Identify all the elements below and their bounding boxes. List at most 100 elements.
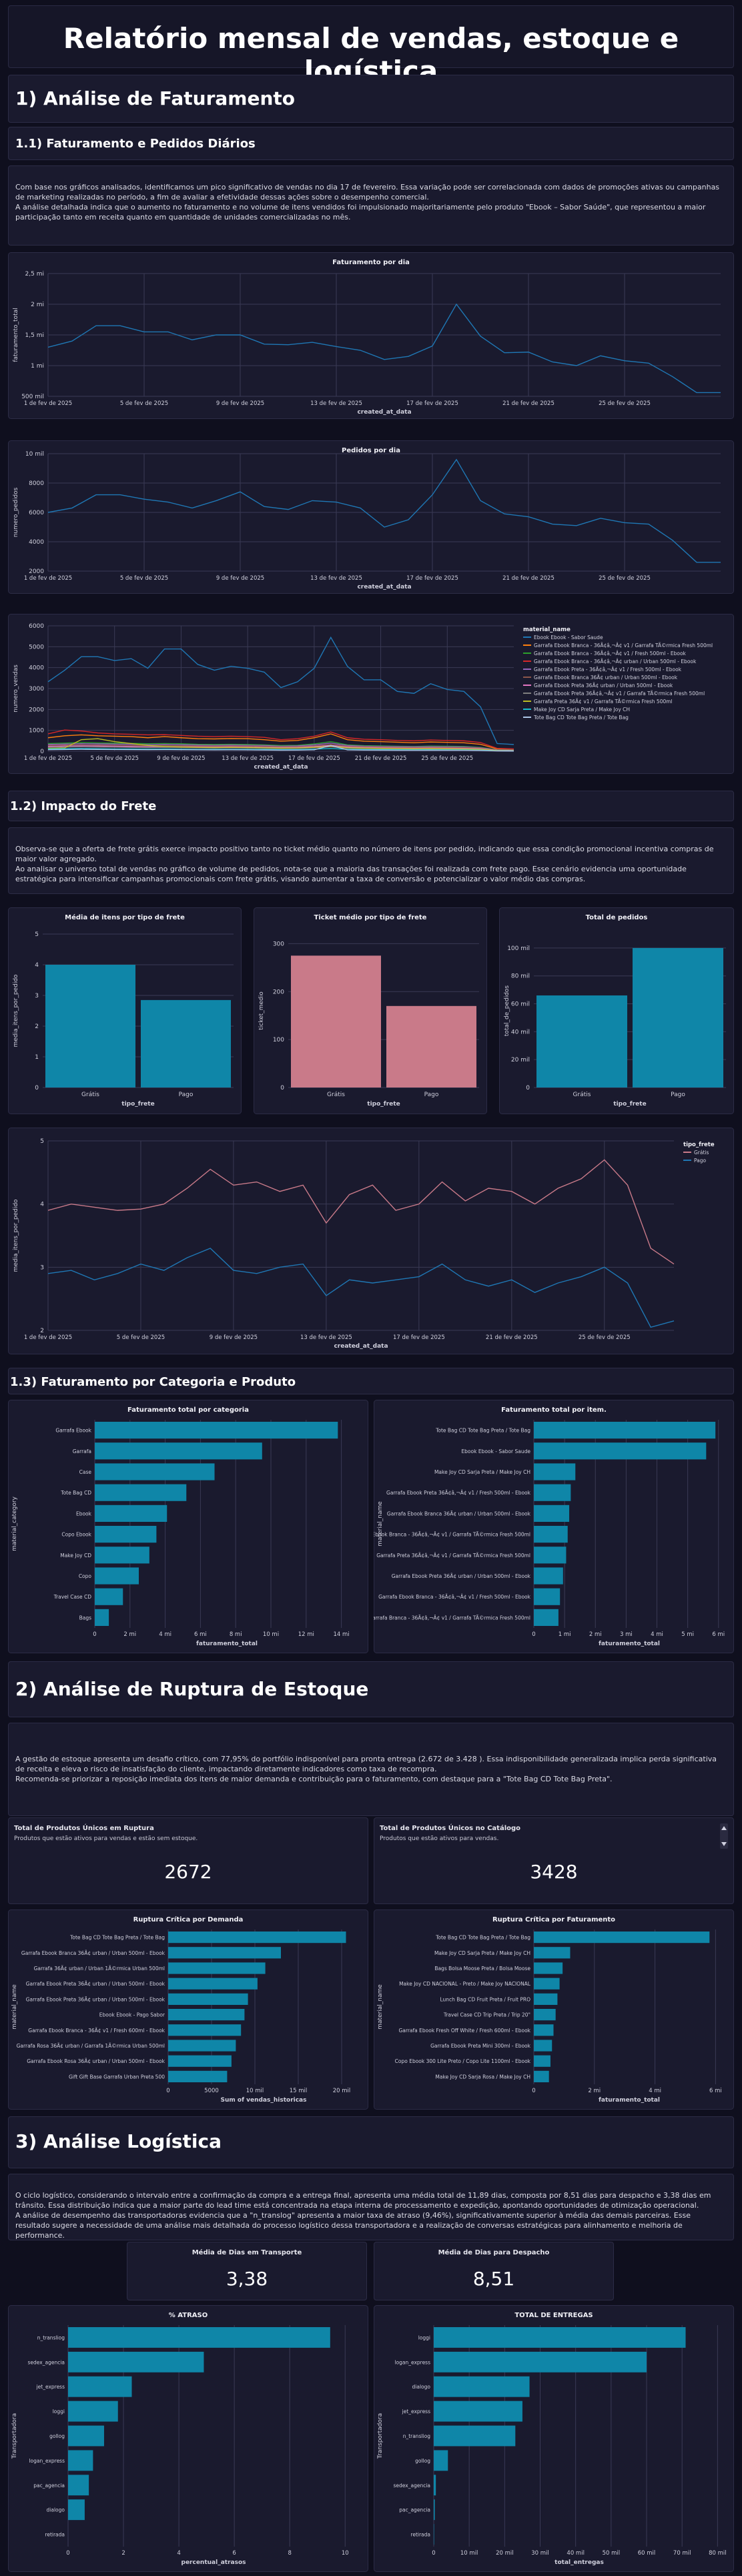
- bar: [168, 1931, 346, 1943]
- sub11-title: 1.1) Faturamento e Pedidos Diários: [15, 137, 256, 151]
- x-tick-label: 13 de fev de 2025: [300, 1334, 352, 1341]
- p11-text: Com base nos gráficos analisados, identi…: [15, 182, 727, 222]
- y-tick-label: Garrafa Ebook Preta 36Ã¢ urban / Urban 5…: [26, 1981, 165, 1987]
- bar: [68, 2475, 89, 2495]
- chart-title: Ruptura Crítica por Faturamento: [492, 1915, 615, 1923]
- p11-panel: Com base nos gráficos analisados, identi…: [8, 165, 734, 246]
- sub13-header: 1.3) Faturamento por Categoria e Produto: [8, 1368, 734, 1394]
- x-tick-label: 30 mil: [531, 2550, 549, 2557]
- bar: [95, 1547, 149, 1563]
- chart-pedidos-dia: Pedidos por dia 2000 4000 6000 8000 10 mil 1 d…: [8, 440, 734, 594]
- x-tick-label: 2 mi: [123, 1631, 136, 1638]
- x-tick-label: 70 mil: [673, 2550, 691, 2557]
- kpi-transporte-label: Média de Dias em Transporte: [127, 2249, 366, 2256]
- x-axis-label: faturamento_total: [599, 1641, 660, 1647]
- x-tick-label: 21 de fev de 2025: [502, 400, 554, 407]
- legend-entry: Make Joy CD Sarja Preta / Make Joy CH: [534, 707, 630, 713]
- chart-frame: [9, 1128, 734, 1354]
- sub11-header: 1.1) Faturamento e Pedidos Diários: [8, 127, 734, 160]
- bar: [434, 2475, 436, 2495]
- x-tick-label: Grátis: [81, 1092, 99, 1098]
- y-axis-label: numero_vendas: [13, 665, 19, 713]
- bar: [168, 2009, 244, 2020]
- x-axis-label: tipo_frete: [613, 1101, 646, 1108]
- y-axis-label: Transportadora: [11, 2413, 18, 2459]
- y-tick-label: Garrafa: [73, 1448, 91, 1454]
- x-tick-label: 4 mi: [649, 2088, 661, 2094]
- chart-title: Total de pedidos: [586, 914, 648, 921]
- scroll-up-icon[interactable]: [721, 1826, 727, 1830]
- bar: [95, 1442, 262, 1459]
- bar: [534, 1484, 571, 1501]
- bar: [534, 1422, 715, 1438]
- bar: [534, 1547, 566, 1563]
- x-tick-label: 25 de fev de 2025: [421, 755, 473, 762]
- y-axis-label: material_name: [377, 1501, 384, 1547]
- title-panel: Relatório mensal de vendas, estoque e lo…: [8, 5, 734, 68]
- y-tick-label: Copo Ebook 300 Lite Preto / Copo Lite 11…: [395, 2058, 531, 2064]
- bar: [434, 2401, 522, 2422]
- y-tick-label: Garrafa Ebook Preta 36Ã¢ urban / Urban 5…: [392, 1573, 531, 1579]
- x-tick-label: 1 de fev de 2025: [24, 755, 72, 762]
- bar: [534, 2009, 556, 2020]
- x-tick-label: 5 de fev de 2025: [120, 575, 168, 582]
- bar: [95, 1526, 156, 1543]
- x-tick-label: 10 mil: [246, 2088, 264, 2094]
- sub13-title: 1.3) Faturamento por Categoria e Produto: [10, 1375, 296, 1389]
- y-tick-label: Garrafa Ebook Branca - 36Ã¢â‚¬Â¢ v1 / Fr…: [378, 1594, 531, 1600]
- y-axis-label: material_category: [11, 1496, 18, 1551]
- x-tick-label: 2 mi: [588, 2088, 601, 2094]
- y-tick-label: Ebook Ebook - Sabor Saude: [461, 1448, 530, 1454]
- x-tick-label: 4 mi: [159, 1631, 171, 1638]
- p12-text: Observa-se que a oferta de frete grátis …: [15, 844, 727, 884]
- x-tick-label: 1 de fev de 2025: [24, 575, 72, 582]
- legend-entry: Garrafa Ebook Preta - 36Ã¢â‚¬Â¢ v1 / Fre…: [534, 667, 682, 673]
- x-tick-label: 13 de fev de 2025: [310, 400, 362, 407]
- kpi-transporte-value: 3,38: [127, 2268, 366, 2290]
- bar: [168, 1947, 281, 1958]
- chart-ruptura-faturamento: Ruptura Crítica por Faturamento0 2 mi 4 mi…: [374, 1909, 734, 2110]
- y-tick-label: Garrafa Ebook Rosa 36Ã¢ urban / Urban 50…: [27, 2058, 165, 2064]
- y-tick-label: 2,5 mi: [25, 271, 44, 278]
- x-tick-label: 0: [66, 2550, 69, 2557]
- scroll-down-icon[interactable]: [721, 1842, 727, 1846]
- y-tick-label: 80 mil: [511, 973, 530, 980]
- y-tick-label: n_transliog: [37, 2334, 65, 2340]
- bar: [534, 1505, 569, 1522]
- kpi-scrollbar[interactable]: [720, 1823, 728, 1849]
- y-tick-label: dialogo: [412, 2384, 431, 2390]
- x-tick-label: 15 mil: [290, 2088, 308, 2094]
- y-axis-label: numero_pedidos: [13, 487, 19, 537]
- chart-itens-frete-dia: 23451 de fev de 2025 5 de fev de 2025 9 de…: [8, 1128, 734, 1354]
- y-tick-label: Garrafa Rosa 36Ã¢ urban / Garrafa 1Ã©rmi…: [17, 2043, 165, 2049]
- x-axis-label: created_at_data: [357, 409, 411, 416]
- y-axis-label: total_de_pedidos: [504, 985, 510, 1037]
- y-tick-label: 100: [273, 1037, 284, 1043]
- bar: [68, 2401, 118, 2422]
- y-tick-label: Garrafa Ebook: [55, 1428, 91, 1434]
- y-tick-label: 6000: [29, 623, 44, 630]
- p3-text: O ciclo logístico, considerando o interv…: [15, 2190, 727, 2240]
- x-tick-label: 20 mil: [496, 2550, 514, 2557]
- y-tick-label: logan_express: [29, 2458, 65, 2464]
- bar: [534, 1463, 575, 1480]
- y-tick-label: dialogo: [47, 2507, 65, 2513]
- kpi-ruptura: Total de Produtos Únicos em Ruptura Prod…: [8, 1817, 368, 1904]
- y-tick-label: sedex_agencia: [394, 2483, 430, 2489]
- x-tick-label: 20 mil: [333, 2088, 351, 2094]
- y-axis-label: media_itens_por_pedido: [13, 974, 19, 1047]
- bar: [534, 1442, 706, 1459]
- y-tick-label: Travel Case CD: [53, 1594, 92, 1600]
- y-tick-label: Make Joy CD: [60, 1553, 91, 1559]
- y-tick-label: 3: [40, 1264, 44, 1271]
- x-axis-label: faturamento_total: [196, 1641, 258, 1647]
- bar: [534, 1947, 570, 1958]
- kpi-despacho-value: 8,51: [374, 2268, 613, 2290]
- bar: [95, 1422, 338, 1438]
- chart-title: Faturamento por dia: [332, 259, 410, 266]
- bar: [95, 1463, 215, 1480]
- chart-title: Faturamento total por categoria: [127, 1406, 249, 1414]
- chart-title: Ruptura Crítica por Demanda: [133, 1915, 244, 1923]
- x-tick-label: 21 de fev de 2025: [502, 575, 554, 582]
- legend-entry: Garrafa Ebook Branca - 36Ã¢â‚¬Â¢ v1 / Fr…: [534, 651, 687, 657]
